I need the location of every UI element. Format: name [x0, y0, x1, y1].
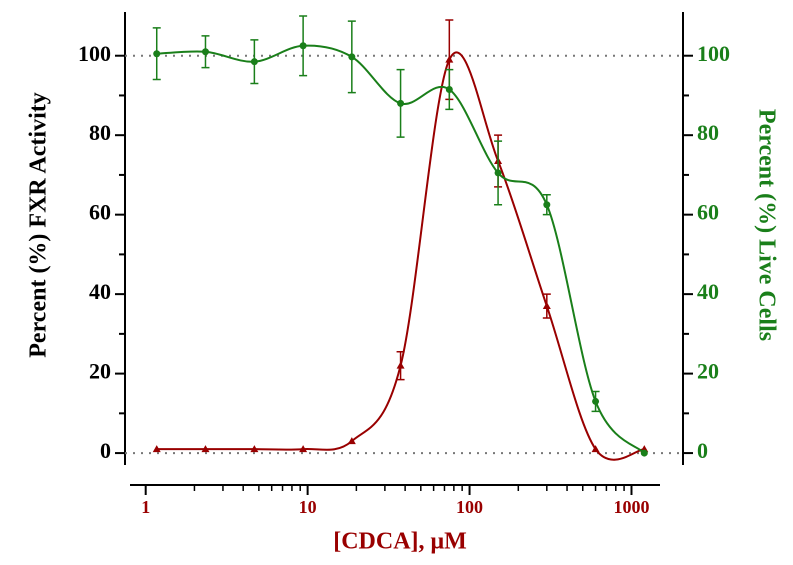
marker — [347, 437, 356, 445]
marker — [152, 445, 161, 453]
y-tick-label: 20 — [89, 359, 111, 384]
y2-axis-label: Percent (%) Live Cells — [753, 109, 779, 341]
marker — [543, 201, 551, 209]
y-tick-label: 0 — [100, 438, 111, 463]
marker — [397, 99, 405, 107]
y-tick-label: 80 — [89, 120, 111, 145]
marker — [396, 361, 405, 369]
marker — [201, 445, 210, 453]
marker — [250, 445, 259, 453]
marker — [201, 48, 209, 56]
marker — [445, 55, 454, 63]
marker — [153, 50, 161, 58]
y2-tick-label: 40 — [697, 279, 719, 304]
x-axis-label: [CDCA], μM — [333, 529, 467, 555]
y-axis-label: Percent (%) FXR Activity — [26, 92, 52, 357]
marker — [542, 302, 551, 310]
marker — [250, 58, 258, 66]
y2-tick-label: 80 — [697, 120, 719, 145]
y-tick-label: 100 — [78, 41, 111, 66]
marker — [299, 42, 307, 50]
x-tick-label: 1 — [141, 497, 150, 517]
y-tick-label: 60 — [89, 200, 111, 225]
x-tick-label: 1000 — [613, 497, 649, 517]
y2-tick-label: 0 — [697, 438, 708, 463]
marker — [494, 169, 502, 177]
marker — [591, 445, 600, 453]
marker — [592, 397, 600, 405]
series-line — [156, 51, 645, 461]
y2-tick-label: 60 — [697, 200, 719, 225]
marker — [348, 53, 356, 61]
y-tick-label: 40 — [89, 279, 111, 304]
y2-tick-label: 100 — [697, 41, 730, 66]
x-tick-label: 100 — [456, 497, 483, 517]
marker — [299, 445, 308, 453]
x-tick-label: 10 — [299, 497, 317, 517]
marker — [445, 85, 453, 93]
marker — [640, 449, 648, 457]
y2-tick-label: 20 — [697, 359, 719, 384]
